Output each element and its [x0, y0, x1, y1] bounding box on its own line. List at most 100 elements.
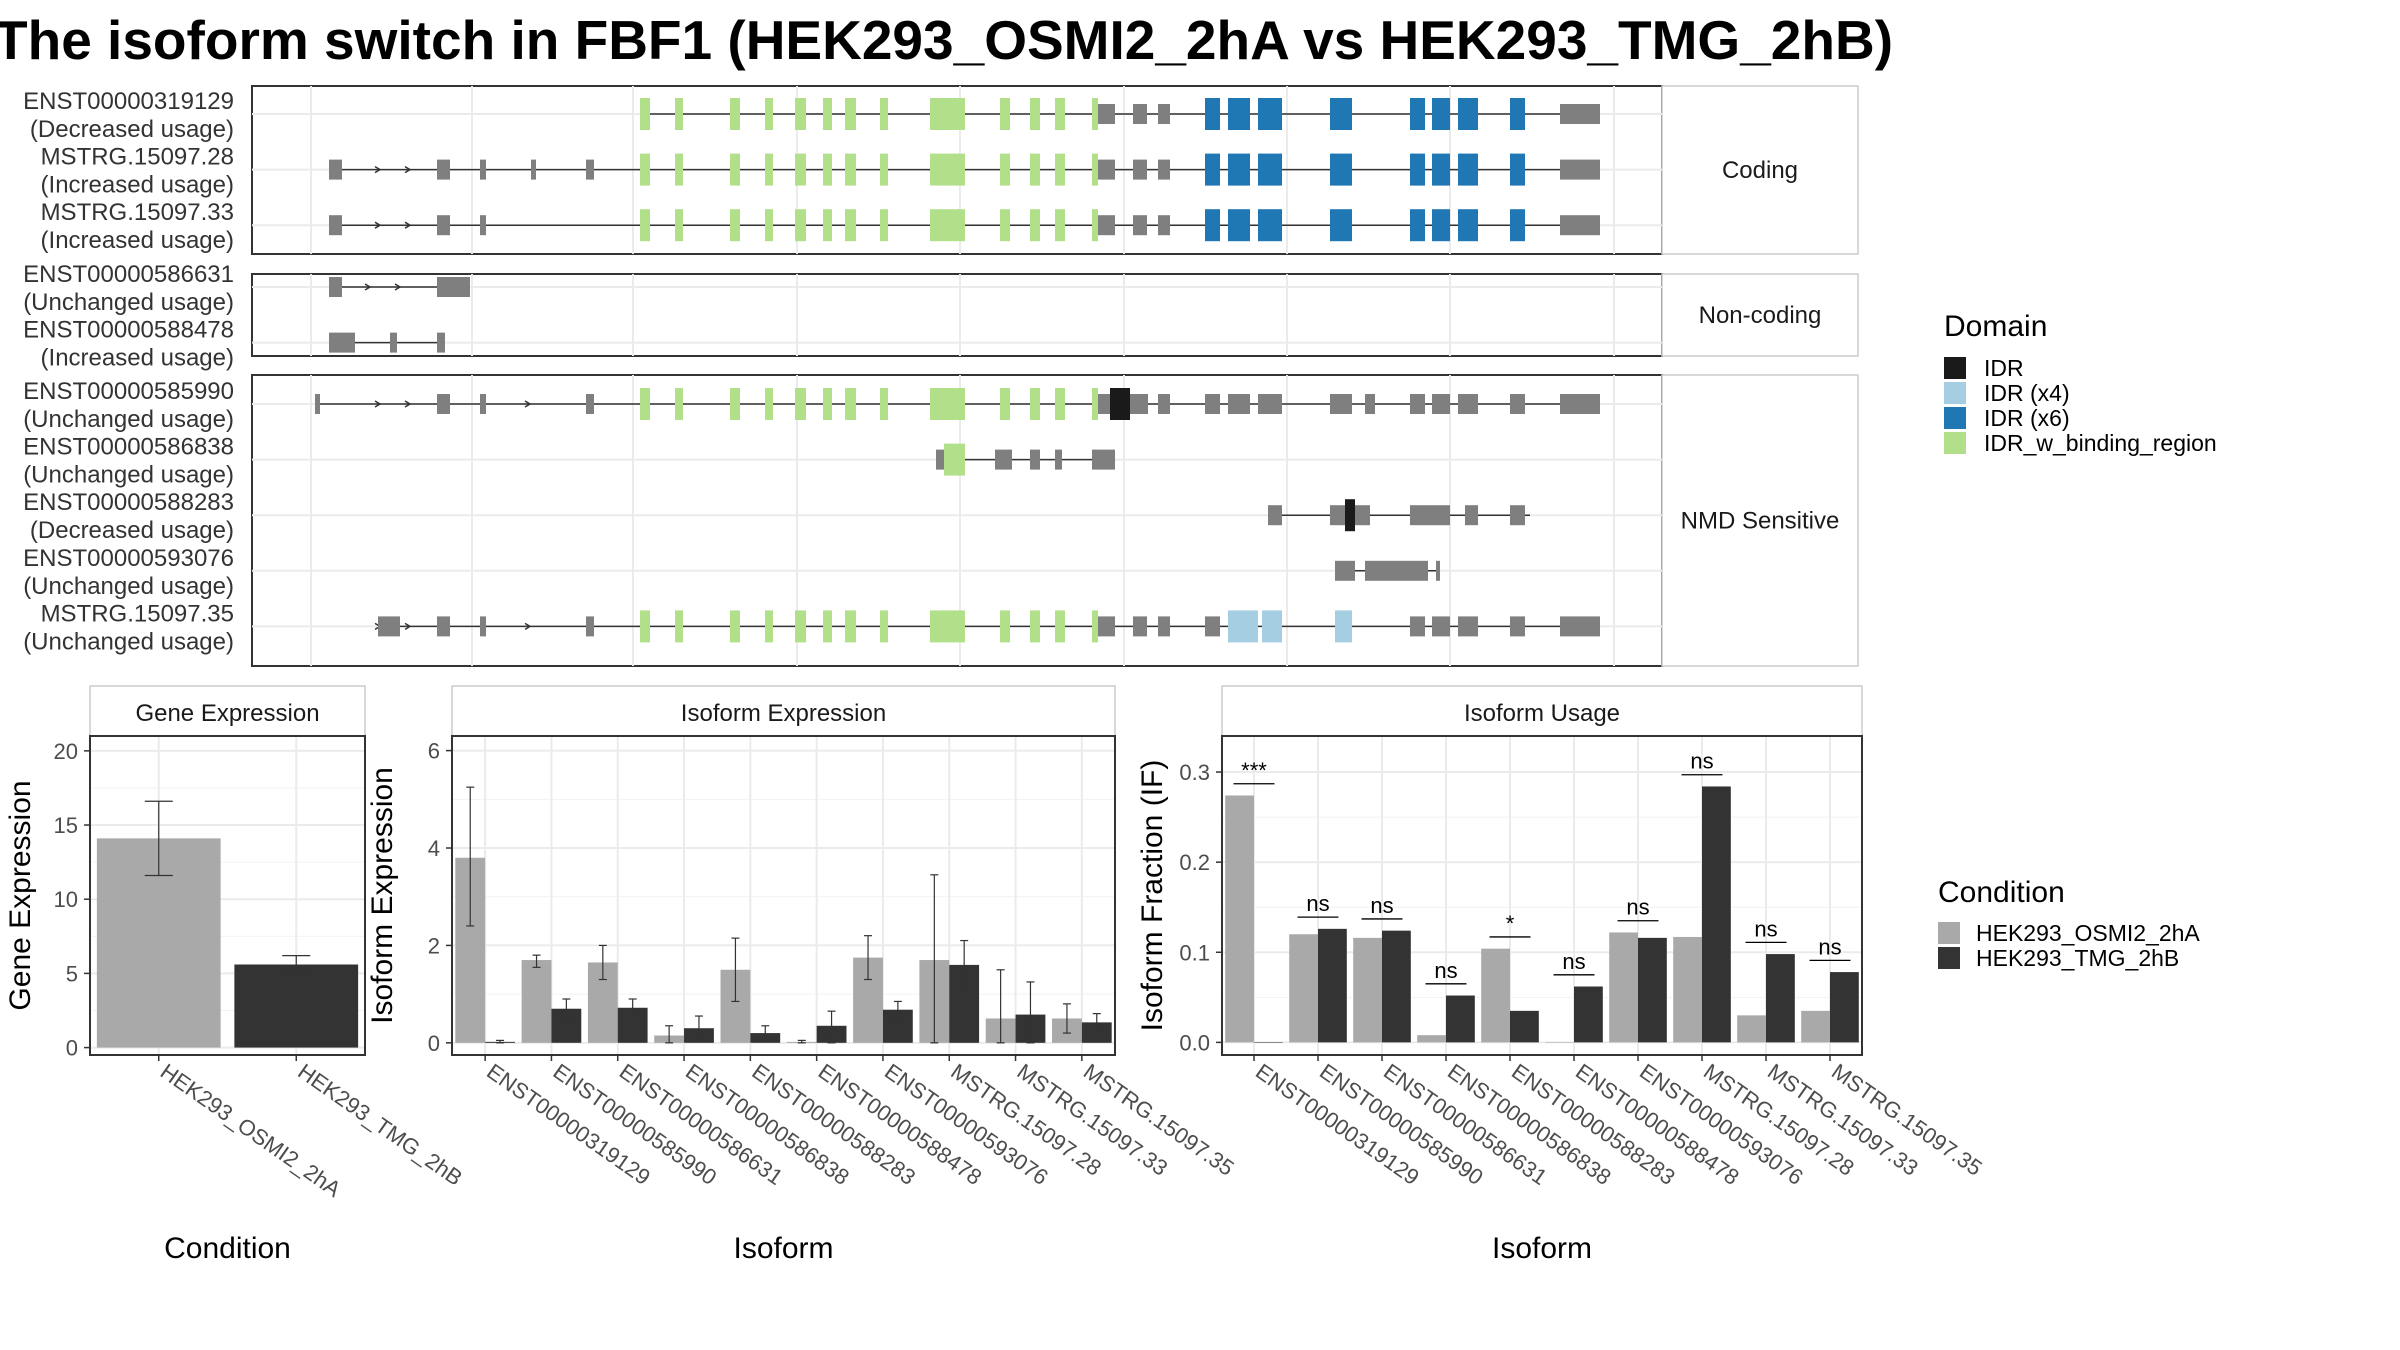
domain-legend-swatch: [1944, 407, 1966, 429]
domain-block: [730, 98, 740, 130]
domain-block: [930, 209, 965, 242]
exon-block: [1098, 616, 1115, 637]
significance-label: ns: [1754, 916, 1777, 941]
exon-block: [1436, 560, 1440, 581]
domain-block: [1510, 209, 1525, 242]
exon-block: [437, 394, 450, 414]
domain-block: [675, 388, 683, 420]
exon-block: [586, 394, 594, 414]
significance-label: *: [1506, 911, 1515, 936]
domain-block: [1345, 499, 1355, 532]
domain-block: [1458, 209, 1478, 242]
exon-block: [1055, 449, 1062, 470]
domain-block: [765, 388, 773, 420]
x-axis-title: Condition: [164, 1232, 291, 1265]
domain-block: [795, 153, 806, 186]
condition-legend-swatch: [1938, 922, 1960, 944]
domain-block: [1410, 98, 1425, 130]
domain-block: [1432, 153, 1450, 186]
domain-block: [1205, 98, 1220, 130]
domain-legend-label: IDR (x6): [1984, 405, 2070, 431]
exon-block: [1510, 505, 1525, 526]
transcript-row: ENST00000593076(Unchanged usage): [23, 545, 1662, 600]
domain-block: [1092, 209, 1098, 242]
exon-block: [1510, 394, 1525, 414]
transcript-row: ENST00000586838(Unchanged usage): [23, 434, 1662, 489]
domain-block: [823, 610, 832, 643]
exon-block: [1158, 159, 1170, 180]
transcript-id-label: ENST00000586631: [23, 261, 234, 288]
domain-block: [1055, 209, 1065, 242]
domain-block: [795, 98, 806, 130]
significance-label: ns: [1306, 891, 1329, 916]
transcript-usage-label: (Decreased usage): [30, 517, 234, 544]
domain-block: [1228, 98, 1250, 130]
transcript-usage-label: (Decreased usage): [30, 116, 234, 143]
condition-legend-title: Condition: [1938, 876, 2065, 909]
plot-frame: [89, 735, 366, 1056]
transcript-id-label: ENST00000588283: [23, 489, 234, 516]
structure-group-1: Non-coding ENST00000586631(Unchanged usag…: [23, 261, 1859, 372]
y-axis-title: Gene Expression: [4, 780, 37, 1010]
domain-block: [1510, 153, 1525, 186]
figure-title: The isoform switch in FBF1 (HEK293_OSMI2…: [0, 9, 1893, 71]
bar: [1289, 934, 1318, 1043]
exon-block: [586, 616, 594, 637]
bar: [234, 964, 359, 1048]
domain-block: [880, 388, 888, 420]
transcript-usage-label: (Unchanged usage): [23, 573, 234, 600]
domain-block: [1245, 610, 1258, 643]
domain-block: [640, 98, 650, 130]
domain-block: [1000, 209, 1010, 242]
bar: [1702, 786, 1731, 1043]
exon-block: [1133, 616, 1147, 637]
exon-block: [329, 215, 342, 236]
domain-block: [1410, 209, 1425, 242]
domain-block: [1262, 610, 1282, 643]
transcript-row: MSTRG.15097.28(Increased usage): [41, 144, 1662, 199]
domain-block: [1432, 98, 1450, 130]
domain-block: [1055, 388, 1065, 420]
exon-block: [1158, 104, 1170, 124]
domain-block: [880, 209, 888, 242]
y-axis-title: Isoform Expression: [366, 767, 399, 1024]
bar: [1481, 948, 1510, 1043]
exon-block: [437, 277, 470, 297]
exon-block: [1098, 215, 1115, 236]
bar: [1254, 1042, 1283, 1043]
domain-block: [640, 153, 650, 186]
exon-block: [1560, 616, 1600, 637]
exon-block: [1098, 159, 1115, 180]
domain-block: [675, 209, 683, 242]
exon-block: [1330, 505, 1345, 526]
exon-block: [1133, 159, 1147, 180]
domain-block: [1258, 153, 1282, 186]
domain-block: [765, 153, 773, 186]
exon-block: [1365, 560, 1392, 581]
domain-block: [1000, 153, 1010, 186]
transcript-id-label: MSTRG.15097.28: [41, 144, 234, 171]
chart-panel-1: Isoform Expression0246ENST00000319129ENS…: [366, 685, 1239, 1265]
transcript-row: ENST00000588478(Increased usage): [23, 317, 1662, 372]
y-tick-label: 0.0: [1179, 1030, 1210, 1055]
domain-legend-swatch: [1944, 382, 1966, 404]
exon-block: [1228, 394, 1250, 414]
exon-block: [1410, 394, 1425, 414]
domain-block: [765, 610, 773, 643]
transcript-id-label: ENST00000588478: [23, 317, 234, 344]
domain-block: [1228, 153, 1250, 186]
transcript-usage-label: (Unchanged usage): [23, 628, 234, 655]
bar: [1510, 1010, 1539, 1043]
domain-block: [1000, 610, 1010, 643]
domain-block: [730, 153, 740, 186]
exon-block: [936, 449, 944, 470]
bar: [1446, 995, 1475, 1043]
exon-block: [1205, 394, 1220, 414]
domain-block: [795, 388, 806, 420]
domain-block: [675, 98, 683, 130]
domain-block: [765, 209, 773, 242]
domain-block: [1055, 98, 1065, 130]
y-tick-label: 15: [54, 813, 78, 838]
